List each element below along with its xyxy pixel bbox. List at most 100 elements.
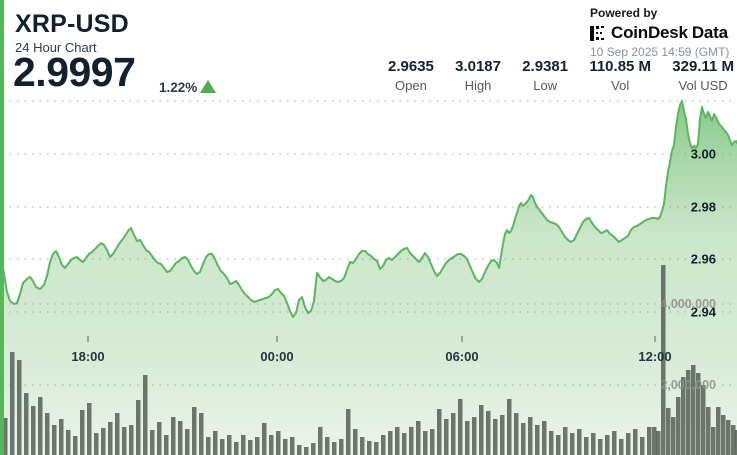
- volume-bar: [633, 429, 638, 455]
- stat-low-label: Low: [533, 78, 558, 93]
- volume-bar: [24, 393, 29, 455]
- price-change-percent: 1.22%: [159, 80, 198, 95]
- volume-bar: [150, 430, 155, 455]
- volume-bar: [332, 442, 337, 455]
- volume-bar: [115, 413, 120, 455]
- volume-bar: [619, 439, 624, 455]
- volume-bar: [640, 437, 645, 455]
- stat-volume-usd-value: 329.11 M: [672, 58, 734, 75]
- arrow-up-icon: [200, 80, 216, 93]
- volume-bar: [652, 427, 657, 455]
- volume-bar: [73, 436, 78, 455]
- volume-bar: [276, 431, 281, 455]
- volume-bar: [59, 419, 64, 455]
- chart-period-label: 24 Hour Chart: [15, 40, 97, 55]
- brand-name-data: Data: [691, 23, 728, 42]
- volume-bar: [458, 399, 463, 455]
- volume-bar: [691, 365, 696, 455]
- volume-bar: [255, 437, 260, 455]
- volume-bar: [735, 430, 737, 455]
- volume-bar: [199, 413, 204, 455]
- volume-bar: [206, 437, 211, 455]
- volume-bar: [388, 431, 393, 455]
- x-axis-label: 12:00: [638, 349, 671, 364]
- volume-bar: [676, 397, 681, 455]
- volume-bar: [136, 400, 141, 455]
- volume-bar: [360, 437, 365, 455]
- stat-volume: 110.85 M Vol: [589, 58, 651, 93]
- volume-bar: [402, 433, 407, 455]
- volume-bar: [696, 373, 701, 455]
- volume-bar: [556, 435, 561, 455]
- stat-high-value: 3.0187: [455, 58, 501, 75]
- price-axis-label: 2.96: [691, 252, 716, 267]
- volume-bar: [283, 439, 288, 455]
- volume-bar: [101, 428, 106, 455]
- volume-bar: [213, 431, 218, 455]
- volume-bar: [17, 360, 22, 455]
- stat-low: 2.9381 Low: [522, 58, 568, 93]
- volume-bar: [711, 427, 716, 455]
- volume-bar: [192, 407, 197, 455]
- volume-bar: [52, 425, 57, 455]
- volume-bar: [486, 411, 491, 455]
- volume-bar: [666, 408, 671, 455]
- volume-bar: [178, 421, 183, 455]
- left-accent-bar: [0, 0, 4, 455]
- volume-bar: [563, 427, 568, 455]
- volume-bar: [157, 422, 162, 455]
- volume-bar: [45, 413, 50, 455]
- volume-bar: [108, 422, 113, 455]
- volume-bar: [472, 417, 477, 455]
- volume-bar: [227, 435, 232, 455]
- price-axis-label: 3.00: [691, 147, 716, 162]
- volume-bar: [686, 370, 691, 455]
- volume-bar: [701, 385, 706, 455]
- volume-bar: [681, 377, 686, 455]
- powered-by-label: Powered by: [590, 6, 658, 20]
- volume-bar: [346, 409, 351, 455]
- stat-high: 3.0187 High: [455, 58, 501, 93]
- volume-bar: [451, 413, 456, 455]
- volume-bar: [444, 419, 449, 455]
- page-title: XRP-USD: [15, 10, 129, 38]
- volume-bar: [570, 433, 575, 455]
- volume-bar: [87, 403, 92, 455]
- price-line: [2, 100, 737, 318]
- price-area-fill: [3, 101, 737, 455]
- chart-timestamp: 10 Sep 2025 14:59 (GMT): [590, 45, 730, 59]
- volume-bar: [353, 429, 358, 455]
- x-axis-label: 00:00: [260, 349, 293, 364]
- volume-bar: [549, 431, 554, 455]
- volume-bar: [241, 435, 246, 455]
- volume-bar: [528, 417, 533, 455]
- stat-open-value: 2.9635: [388, 58, 434, 75]
- volume-bar: [706, 407, 711, 455]
- volume-bar: [164, 435, 169, 455]
- volume-bar: [318, 427, 323, 455]
- volume-bar: [374, 442, 379, 455]
- volume-bar: [591, 433, 596, 455]
- volume-bar: [395, 427, 400, 455]
- volume-bar: [521, 423, 526, 455]
- volume-bar: [612, 431, 617, 455]
- volume-bar: [726, 420, 731, 455]
- volume-bar: [542, 421, 547, 455]
- brand-block: Powered by CoinDesk Data 10 Sep 2025 14:5…: [590, 6, 735, 59]
- volume-bar: [297, 445, 302, 455]
- volume-bar: [171, 417, 176, 455]
- volume-bar: [721, 415, 726, 455]
- brand-name-coindesk: CoinDesk: [611, 23, 688, 42]
- volume-bar: [367, 441, 372, 455]
- volume-bar: [311, 443, 316, 455]
- volume-bar: [731, 425, 736, 455]
- volume-bar: [465, 421, 470, 455]
- volume-bar: [423, 431, 428, 455]
- volume-bar: [122, 427, 127, 455]
- volume-bar: [381, 435, 386, 455]
- volume-bar: [514, 413, 519, 455]
- volume-bar: [325, 437, 330, 455]
- volume-bar: [598, 439, 603, 455]
- stat-open: 2.9635 Open: [388, 58, 434, 93]
